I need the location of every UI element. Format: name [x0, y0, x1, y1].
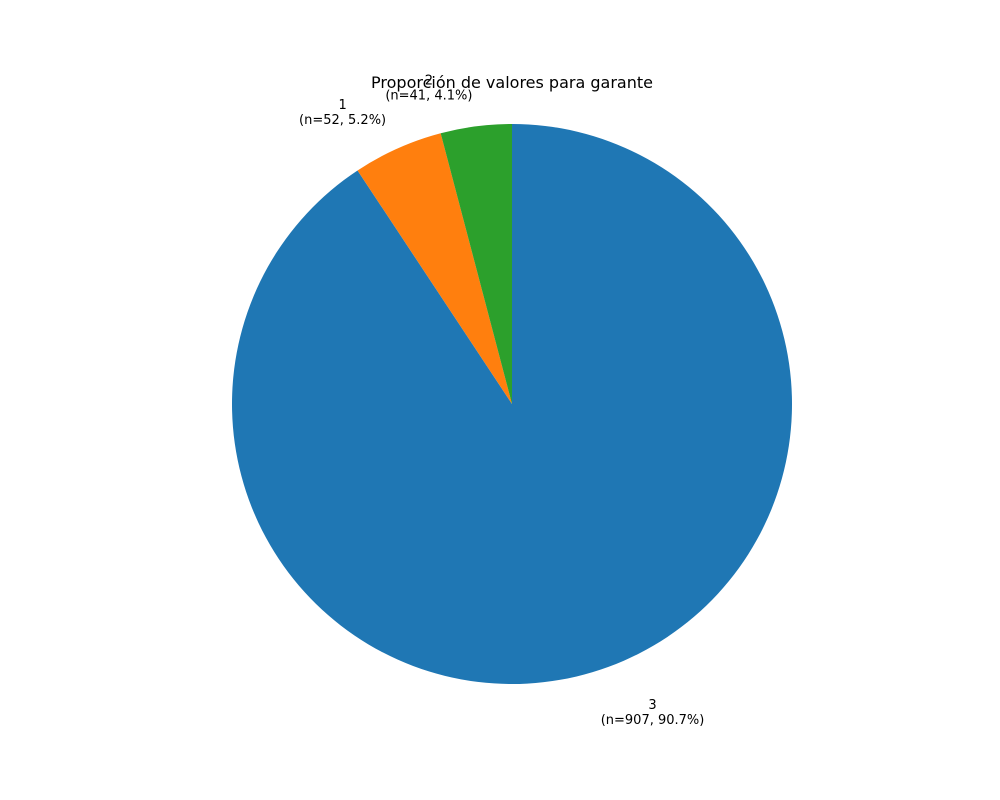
chart-title: Proporción de valores para garante [371, 73, 653, 92]
pie-slice-labels: 3 (n=907, 90.7%)1 (n=52, 5.2%)2 (n=41, 4.1%… [299, 74, 704, 728]
pie-slice-1 [357, 133, 512, 405]
slice-label-stats: (n=52, 5.2%) [299, 113, 386, 128]
slice-label-category: 3 [648, 698, 656, 713]
slice-label-category: 2 [425, 74, 433, 89]
slice-label-3: 3 (n=907, 90.7%) [601, 698, 705, 728]
pie-slices [231, 124, 792, 684]
slice-label-2: 2 (n=41, 4.1%) [385, 74, 472, 104]
slice-label-1: 1 (n=52, 5.2%) [299, 98, 386, 128]
slice-label-stats: (n=907, 90.7%) [601, 713, 705, 728]
pie-slice-3 [231, 124, 792, 684]
slice-label-category: 1 [338, 98, 346, 113]
slice-label-stats: (n=41, 4.1%) [385, 89, 472, 104]
pie-slice-2 [440, 124, 512, 404]
